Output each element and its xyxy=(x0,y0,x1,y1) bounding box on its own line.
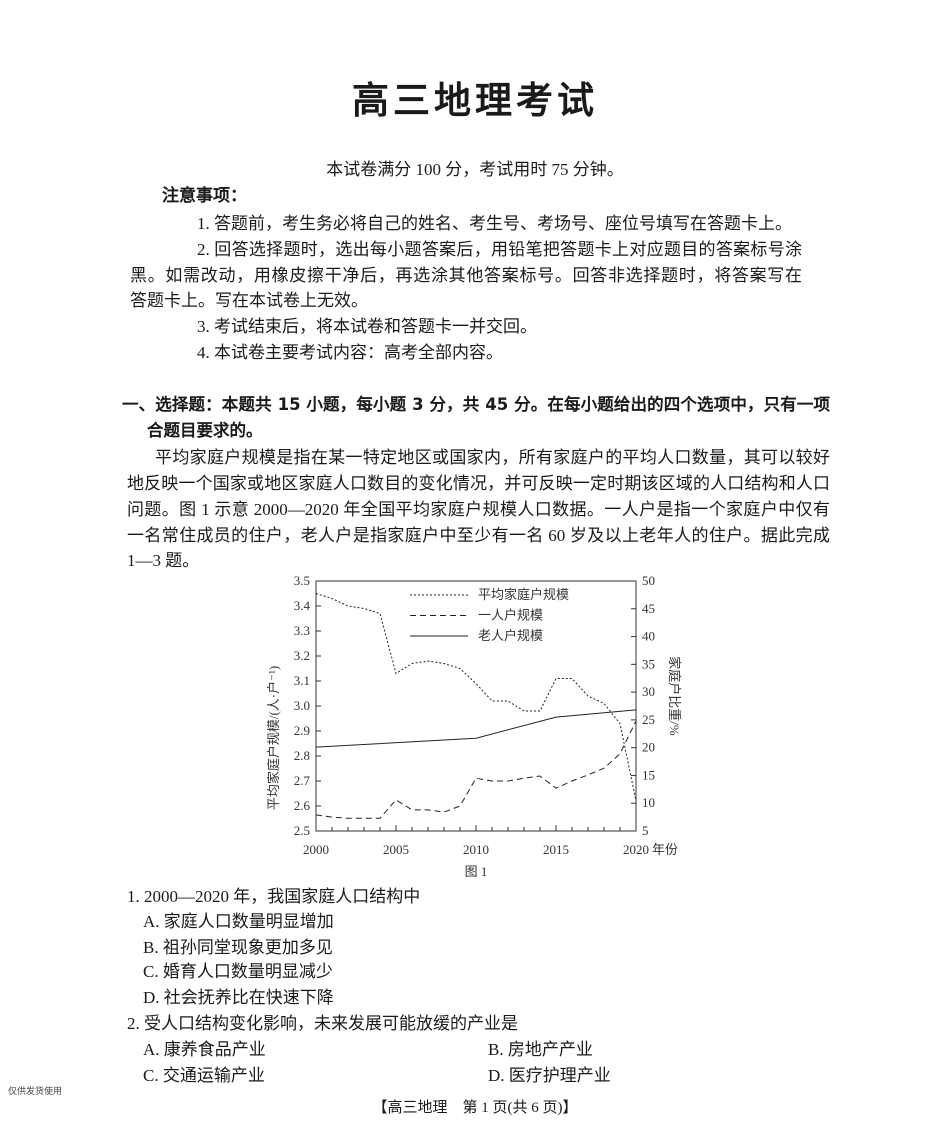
x-axis-label: 年份 xyxy=(652,842,678,857)
q2-option-d: D. 医疗护理产业 xyxy=(488,1066,611,1085)
y-right-tick-label: 40 xyxy=(642,629,655,644)
legend-label: 一人户规模 xyxy=(478,608,543,623)
notice-item: 4. 本试卷主要考试内容：高考全部内容。 xyxy=(197,343,503,362)
notice-item: 答题卡上。写在本试卷上无效。 xyxy=(130,291,368,310)
x-tick-label: 2020 xyxy=(623,842,649,857)
passage-line: 问题。图 1 示意 2000—2020 年全国平均家庭户规模人口数据。一人户是指… xyxy=(127,500,830,519)
y-left-tick-label: 3.0 xyxy=(294,698,310,713)
question-1-stem: 1. 2000—2020 年，我国家庭人口结构中 xyxy=(127,887,421,906)
q2-option-c: C. 交通运输产业 xyxy=(143,1066,265,1085)
notice-item: 2. 回答选择题时，选出每小题答案后，用铅笔把答题卡上对应题目的答案标号涂 xyxy=(197,240,802,259)
page-footer: 【高三地理 第 1 页(共 6 页)】 xyxy=(372,1100,578,1116)
q1-option-b: B. 祖孙同堂现象更加多见 xyxy=(143,938,333,957)
y-right-tick-label: 35 xyxy=(642,656,655,671)
y-right-axis-label: 家庭户比重/% xyxy=(667,656,682,736)
y-right-tick-label: 15 xyxy=(642,767,655,782)
plot-frame xyxy=(315,580,637,832)
notice-item: 1. 答题前，考生务必将自己的姓名、考生号、考场号、座位号填写在答题卡上。 xyxy=(197,214,792,233)
passage-line: 地反映一个国家或地区家庭人口数目的变化情况，并可反映一定时期该区域的人口结构和人… xyxy=(127,474,830,493)
x-tick-label: 2015 xyxy=(543,842,569,857)
x-tick-label: 2000 xyxy=(303,842,329,857)
notice-heading: 注意事项： xyxy=(162,186,247,206)
passage-line: 1—3 题。 xyxy=(127,551,200,570)
household-size-chart: 2000 2005 2010 2015 20202.52.62.72.82.93.03.… xyxy=(266,573,682,879)
y-left-axis-label: 平均家庭户规模/(人·户⁻¹) xyxy=(266,666,281,810)
y-right-tick-label: 45 xyxy=(642,601,655,616)
notice-item: 黑。如需改动，用橡皮擦干净后，再选涂其他答案标号。回答非选择题时，将答案写在 xyxy=(130,266,802,285)
series-line-solid xyxy=(315,709,637,748)
passage-line: 平均家庭户规模是指在某一特定地区或国家内，所有家庭户的平均人口数量，其可以较好 xyxy=(155,448,830,467)
watermark: 仅供发货使用 xyxy=(8,1086,63,1096)
section-heading-cont: 合题目要求的。 xyxy=(147,421,263,440)
chart-caption: 图 1 xyxy=(465,864,488,879)
legend-label: 老人户规模 xyxy=(478,628,543,643)
series-line-dotted xyxy=(315,593,637,802)
y-left-tick-label: 3.2 xyxy=(294,648,310,663)
q2-option-b: B. 房地产产业 xyxy=(488,1040,593,1059)
y-right-tick-label: 5 xyxy=(642,823,649,838)
y-right-tick-label: 10 xyxy=(642,795,655,810)
section-heading: 一、选择题：本题共 15 小题，每小题 3 分，共 45 分。在每小题给出的四个… xyxy=(122,395,830,414)
series-line-dashed xyxy=(315,720,637,819)
y-left-tick-label: 3.4 xyxy=(294,598,311,613)
y-right-tick-label: 25 xyxy=(642,712,655,727)
y-left-tick-label: 3.3 xyxy=(294,623,310,638)
passage-line: 一名常住成员的住户，老人户是指家庭户中至少有一名 60 岁及以上老年人的住户。据… xyxy=(127,526,830,545)
y-left-tick-label: 3.1 xyxy=(294,673,310,688)
exam-intro: 本试卷满分 100 分，考试用时 75 分钟。 xyxy=(326,160,624,179)
x-tick-label: 2010 xyxy=(463,842,489,857)
y-left-tick-label: 2.8 xyxy=(294,748,310,763)
q1-option-c: C. 婚育人口数量明显减少 xyxy=(143,962,333,981)
question-2-stem: 2. 受人口结构变化影响，未来发展可能放缓的产业是 xyxy=(127,1014,518,1033)
page-title: 高三地理考试 xyxy=(352,79,598,122)
y-left-tick-label: 2.6 xyxy=(294,798,311,813)
y-left-tick-label: 2.5 xyxy=(294,823,310,838)
y-right-tick-label: 50 xyxy=(642,573,655,588)
q1-option-d: D. 社会抚养比在快速下降 xyxy=(143,988,334,1007)
y-left-tick-label: 2.7 xyxy=(294,773,311,788)
y-left-tick-label: 3.5 xyxy=(294,573,310,588)
notice-item: 3. 考试结束后，将本试卷和答题卡一并交回。 xyxy=(197,317,537,336)
y-right-tick-label: 20 xyxy=(642,740,655,755)
y-left-tick-label: 2.9 xyxy=(294,723,310,738)
x-tick-label: 2005 xyxy=(383,842,409,857)
q1-option-a: A. 家庭人口数量明显增加 xyxy=(143,912,334,931)
legend-label: 平均家庭户规模 xyxy=(478,587,569,602)
y-right-tick-label: 30 xyxy=(642,684,655,699)
q2-option-a: A. 康养食品产业 xyxy=(143,1040,266,1059)
